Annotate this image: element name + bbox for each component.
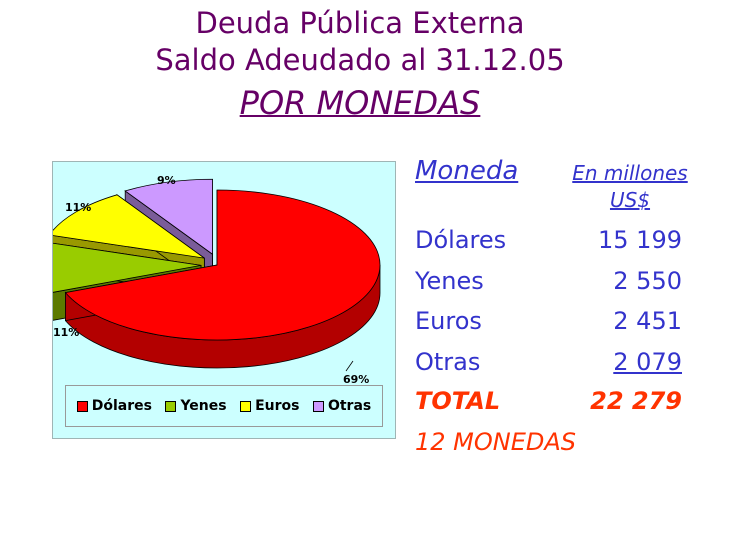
- pie-chart: 69% 11% 11% 9%: [53, 174, 381, 386]
- header-unit-line-2: US$: [609, 188, 651, 212]
- pie-label-yenes: 11%: [53, 326, 79, 339]
- legend-item-otras: Otras: [312, 398, 372, 414]
- pie-slice-dolares: [64, 189, 381, 369]
- pie-slice-top-yenes: [53, 242, 202, 293]
- leader-line-dolares: [345, 360, 354, 372]
- row-amount-otras: 2 079: [613, 348, 682, 376]
- title-line-1: Deuda Pública Externa: [195, 6, 525, 40]
- legend-label-euros: Euros: [255, 398, 300, 414]
- row-amount-dolares: 15 199: [598, 226, 682, 254]
- pie-chart-panel: 69% 11% 11% 9% Dólares Yenes Euros Otras: [52, 161, 396, 439]
- legend-item-dolares: Dólares: [76, 398, 152, 414]
- total-amount: 22 279: [590, 387, 682, 415]
- title-line-3: POR MONEDAS: [239, 84, 481, 122]
- pie-label-otras: 9%: [157, 174, 176, 187]
- legend-label-yenes: Yenes: [180, 398, 227, 414]
- row-currency-otras: Otras: [415, 348, 481, 376]
- legend-item-yenes: Yenes: [165, 398, 227, 414]
- header-currency: Moneda: [415, 156, 519, 186]
- header-unit-line-1: En millones: [572, 161, 688, 185]
- pie-label-dolares: 69%: [343, 373, 369, 386]
- row-currency-euros: Euros: [415, 307, 482, 335]
- pie-slice-top-dolares: [64, 189, 381, 341]
- row-currency-dolares: Dólares: [415, 226, 507, 254]
- legend-swatch-yenes: [165, 400, 177, 412]
- header-unit: En millones US$: [560, 160, 700, 214]
- pie-label-euros: 11%: [65, 201, 91, 214]
- title-line-2: Saldo Adeudado al 31.12.05: [155, 43, 565, 77]
- pie-slice-top-otras: [124, 178, 213, 256]
- chart-legend: Dólares Yenes Euros Otras: [65, 385, 383, 427]
- row-currency-yenes: Yenes: [415, 267, 484, 295]
- legend-swatch-otras: [312, 400, 324, 412]
- total-label: TOTAL: [415, 387, 501, 415]
- legend-swatch-dolares: [76, 400, 88, 412]
- row-amount-yenes: 2 550: [613, 267, 682, 295]
- legend-item-euros: Euros: [240, 398, 299, 414]
- legend-label-dolares: Dólares: [91, 398, 152, 414]
- legend-label-otras: Otras: [327, 398, 372, 414]
- row-amount-euros: 2 451: [613, 307, 682, 335]
- pie-slice-top-euros: [53, 194, 205, 259]
- footer-currency-count: 12 MONEDAS: [415, 428, 577, 456]
- legend-swatch-euros: [240, 400, 252, 412]
